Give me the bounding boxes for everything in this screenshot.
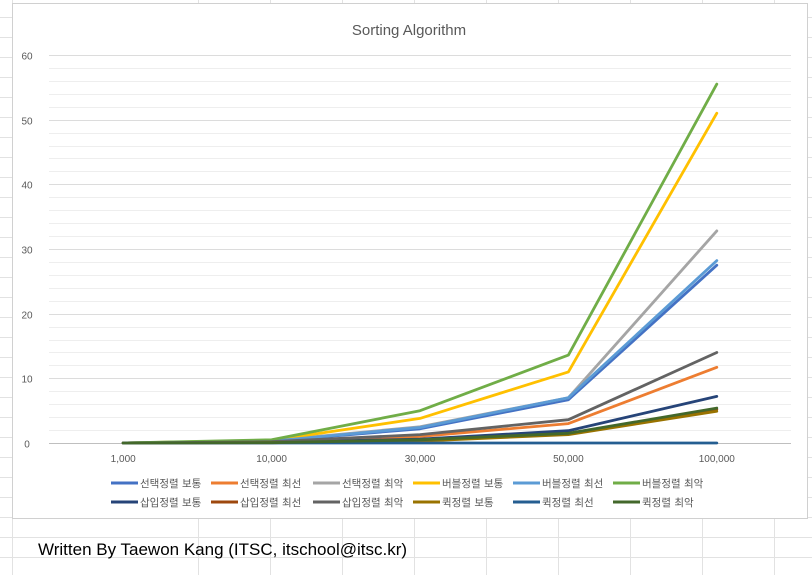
x-tick-label: 10,000	[256, 454, 287, 465]
legend-item[interactable]: 삽입정렬 최악	[313, 496, 404, 509]
legend-label: 버블정렬 최악	[642, 477, 704, 490]
legend-item[interactable]: 퀵정렬 최악	[613, 496, 694, 509]
legend-item[interactable]: 버블정렬 최선	[513, 477, 603, 490]
legend-label: 퀵정렬 보통	[442, 496, 494, 509]
y-tick-label: 0	[24, 440, 30, 451]
legend-item[interactable]: 퀵정렬 최선	[513, 496, 594, 509]
legend-item[interactable]: 버블정렬 보통	[413, 477, 504, 490]
line-chart: Sorting Algorithm 0 10 20 30 40 50 60 1,000 10,00…	[21, 22, 791, 509]
y-tick-label: 40	[21, 181, 33, 192]
legend-item[interactable]: 선택정렬 최악	[313, 477, 404, 490]
y-tick-label: 10	[21, 375, 33, 386]
legend-label: 퀵정렬 최선	[542, 496, 594, 509]
y-tick-label: 30	[21, 246, 33, 257]
legend-label: 삽입정렬 최선	[240, 496, 301, 509]
legend-label: 선택정렬 최악	[342, 477, 404, 490]
legend-item[interactable]: 삽입정렬 최선	[211, 496, 301, 509]
legend-item[interactable]: 버블정렬 최악	[613, 477, 704, 490]
legend-label: 선택정렬 보통	[140, 477, 202, 490]
legend-item[interactable]: 선택정렬 최선	[211, 477, 301, 490]
author-credit-text: Written By Taewon Kang (ITSC, itschool@i…	[38, 540, 408, 559]
legend-item[interactable]: 퀵정렬 보통	[413, 496, 494, 509]
legend-label: 삽입정렬 보통	[140, 496, 202, 509]
legend-item[interactable]: 선택정렬 보통	[111, 477, 202, 490]
y-tick-label: 50	[21, 117, 33, 128]
series-line[interactable]	[121, 82, 719, 445]
legend-label: 버블정렬 최선	[542, 477, 603, 490]
x-tick-label: 50,000	[553, 454, 584, 465]
legend-label: 선택정렬 최선	[240, 477, 301, 490]
x-tick-label: 1,000	[111, 454, 136, 465]
legend-item[interactable]: 삽입정렬 보통	[111, 496, 202, 509]
legend-label: 삽입정렬 최악	[342, 496, 404, 509]
x-tick-label: 30,000	[405, 454, 436, 465]
legend-label: 퀵정렬 최악	[642, 496, 694, 509]
y-tick-label: 60	[21, 52, 33, 63]
series-line[interactable]	[121, 406, 719, 445]
x-tick-label: 100,000	[699, 454, 736, 465]
y-tick-label: 20	[21, 311, 33, 322]
legend-label: 버블정렬 보통	[442, 477, 504, 490]
chart-container[interactable]: Sorting Algorithm 0 10 20 30 40 50 60 1,000 10,00…	[12, 3, 808, 519]
chart-title: Sorting Algorithm	[352, 22, 466, 39]
